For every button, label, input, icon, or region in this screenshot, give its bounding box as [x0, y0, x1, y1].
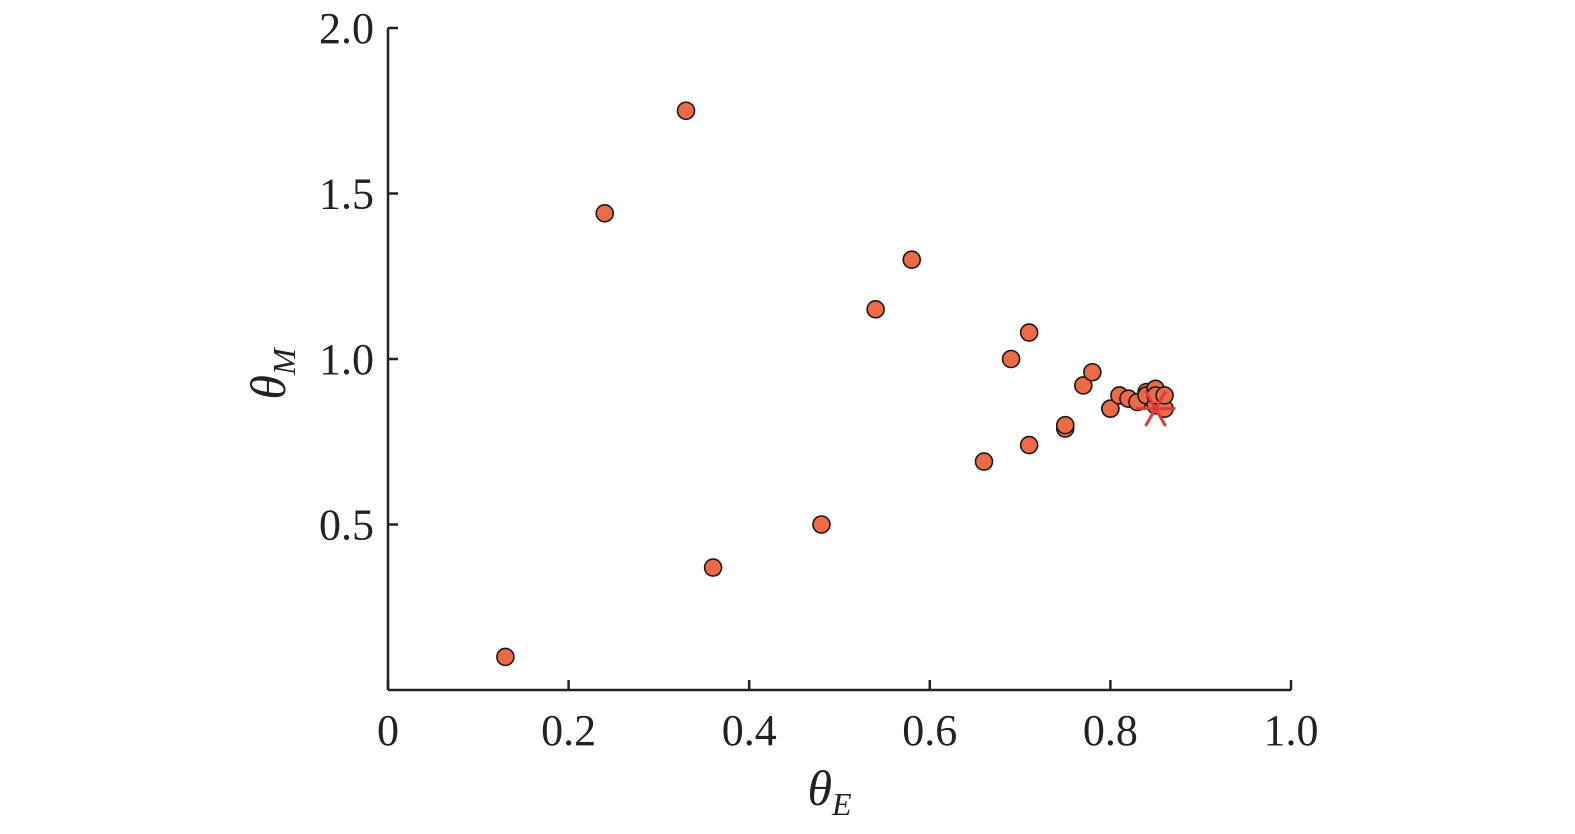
- x-tick-label: 0.2: [541, 706, 596, 755]
- reference-asterisk-stroke: [1144, 390, 1167, 427]
- data-point: [902, 250, 922, 270]
- x-tick-label: 1.0: [1264, 706, 1319, 755]
- x-axis-label: θE: [807, 760, 852, 822]
- x-ticks: 0 0.2 0.4 0.6 0.8 1.0: [377, 680, 1319, 755]
- y-tick-label: 0.5: [319, 501, 374, 550]
- y-ticks: 0.5 1.0 1.5 2.0: [319, 4, 398, 550]
- x-axis-label-symbol: θ: [807, 760, 832, 816]
- data-point: [1019, 435, 1039, 455]
- data-point: [676, 101, 696, 121]
- x-tick-label: 0.4: [722, 706, 777, 755]
- x-axis-label-subscript: E: [831, 786, 852, 822]
- data-point: [595, 204, 615, 223]
- axes: [386, 28, 1291, 692]
- y-axis-label-subscript: M: [266, 346, 302, 376]
- data-point: [1083, 362, 1102, 382]
- y-tick-label: 1.0: [319, 335, 374, 384]
- data-point: [812, 515, 831, 534]
- data-points: [496, 101, 1174, 667]
- y-tick-label: 1.5: [319, 170, 374, 219]
- y-axis-label-symbol: θ: [240, 375, 296, 400]
- x-tick-label: 0.6: [902, 706, 957, 755]
- x-tick-label: 0.8: [1083, 706, 1138, 755]
- data-point: [703, 558, 723, 577]
- x-tick-label: 0: [377, 706, 399, 755]
- data-point: [1001, 349, 1021, 369]
- data-point: [1101, 399, 1120, 418]
- data-point: [1074, 376, 1093, 395]
- data-point: [1019, 323, 1039, 342]
- data-point: [866, 300, 885, 319]
- data-point: [974, 452, 994, 471]
- data-point: [496, 647, 515, 667]
- y-axis-label: θM: [240, 346, 302, 400]
- y-tick-label: 2.0: [319, 4, 374, 53]
- data-point: [1055, 415, 1075, 435]
- reference-marker: [1135, 390, 1176, 427]
